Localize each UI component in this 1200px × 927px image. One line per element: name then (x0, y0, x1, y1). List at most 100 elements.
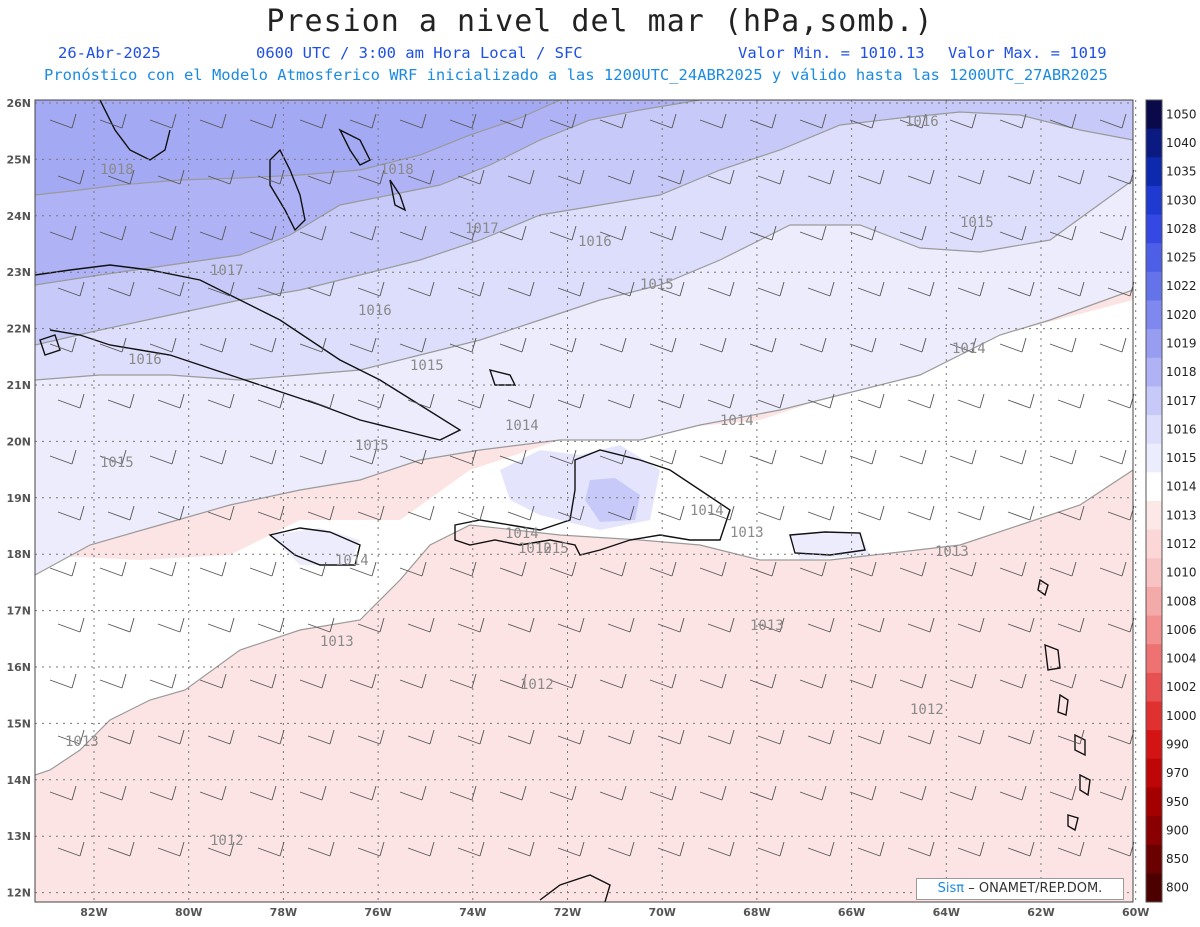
isobar-label: 1017 (210, 263, 244, 279)
wind-barb (907, 617, 935, 633)
wind-barb (499, 225, 527, 241)
isobar-label: 1015 (960, 215, 994, 231)
colorbar-swatch (1146, 529, 1162, 559)
wind-barb (707, 729, 735, 745)
wind-barb (407, 617, 435, 633)
value-min: Valor Min. = 1010.13 (738, 44, 925, 62)
wind-barb (707, 505, 735, 521)
wind-barb (1099, 337, 1127, 353)
isobar-label: 1013 (750, 618, 784, 634)
wind-barb (49, 561, 77, 577)
wind-barb (907, 393, 935, 409)
wind-barb (557, 505, 585, 521)
wind-barb (199, 337, 227, 353)
map-title: Presion a nivel del mar (hPa,somb.) (266, 4, 934, 39)
wind-barb (599, 785, 627, 801)
colorbar-swatch (1146, 243, 1162, 273)
wind-barb (449, 561, 477, 577)
wind-barb (949, 673, 977, 689)
wind-barb (299, 337, 327, 353)
wind-barb (557, 841, 585, 857)
wind-barb (799, 449, 827, 465)
wind-barb (957, 617, 985, 633)
wind-barb (199, 113, 227, 129)
wind-barb (99, 225, 127, 241)
wind-barb (407, 393, 435, 409)
lon-label: 74W (459, 906, 486, 919)
wind-barb (699, 561, 727, 577)
wind-barb (957, 281, 985, 297)
colorbar-swatch (1146, 586, 1162, 617)
lon-label: 70W (648, 906, 675, 919)
colorbar-label: 950 (1166, 795, 1189, 809)
isobar-label: 1014 (335, 553, 369, 569)
credit-brand: Sisπ (937, 881, 965, 896)
wind-barb (57, 841, 85, 857)
isobar-label: 1014 (690, 503, 724, 519)
colorbar-swatch (1146, 443, 1162, 473)
wind-barb (599, 337, 627, 353)
colorbar-swatch (1146, 357, 1162, 387)
colorbar-label: 1028 (1166, 222, 1197, 236)
isobar-label: 1012 (518, 541, 552, 557)
wind-barb (557, 393, 585, 409)
colorbar-label: 1010 (1166, 566, 1197, 580)
isobars (35, 100, 1133, 776)
lat-label: 14N (6, 774, 31, 787)
lat-label: 24N (6, 210, 31, 223)
wind-barb (149, 337, 177, 353)
colorbar-swatch (1146, 415, 1162, 445)
wind-barb (649, 337, 677, 353)
wind-barb (899, 113, 927, 129)
wind-barb (149, 561, 177, 577)
wind-barb (299, 561, 327, 577)
wind-barb (249, 785, 277, 801)
wind-barb (257, 393, 285, 409)
wind-barb (599, 449, 627, 465)
isobar-label: 1015 (410, 358, 444, 374)
lon-label: 68W (743, 906, 770, 919)
colorbar-swatch (1146, 214, 1162, 244)
coast-martinique (1057, 693, 1069, 716)
wind-barb (549, 337, 577, 353)
wind-barb (307, 393, 335, 409)
isobar-1013 (35, 469, 1133, 776)
wind-barb (507, 505, 535, 521)
wind-barb (907, 281, 935, 297)
wind-barb (457, 729, 485, 745)
lat-labels: 26N 25N 24N 23N 22N 21N 20N 19N 18N 17N 16N 15N 14N 1… (6, 97, 31, 900)
graticule (35, 100, 1137, 902)
wind-barb (499, 337, 527, 353)
isobar-1014 (35, 289, 1133, 576)
wind-barb (357, 729, 385, 745)
wind-barb (849, 785, 877, 801)
wind-barb (849, 225, 877, 241)
wind-barb (1049, 561, 1077, 577)
colorbar-swatch (1146, 558, 1162, 588)
colorbar-label: 1015 (1166, 451, 1197, 465)
wind-barb (249, 561, 277, 577)
colorbar-swatch (1146, 844, 1162, 874)
wind-barb (807, 617, 835, 633)
wind-barb (307, 281, 335, 297)
wind-barb (357, 281, 385, 297)
wind-barb (349, 225, 377, 241)
colorbar-swatch (1146, 100, 1162, 130)
isobar-label: 1013 (935, 544, 969, 560)
wind-barb (857, 617, 885, 633)
colorbar-label: 1008 (1166, 594, 1197, 608)
lat-label: 13N (6, 830, 31, 843)
colorbar-swatch (1146, 644, 1162, 674)
colorbar-label: 1012 (1166, 537, 1197, 551)
shaded-field (35, 100, 1133, 902)
wind-barb (99, 673, 127, 689)
colorbar-swatch (1146, 730, 1162, 760)
colorbar-label: 1022 (1166, 279, 1197, 293)
wind-barb (149, 449, 177, 465)
wind-barb (1057, 617, 1085, 633)
lat-label: 26N (6, 97, 31, 110)
wind-barb (849, 449, 877, 465)
wind-barb (957, 169, 985, 185)
wind-barb (849, 337, 877, 353)
coast-inagua (488, 369, 517, 386)
